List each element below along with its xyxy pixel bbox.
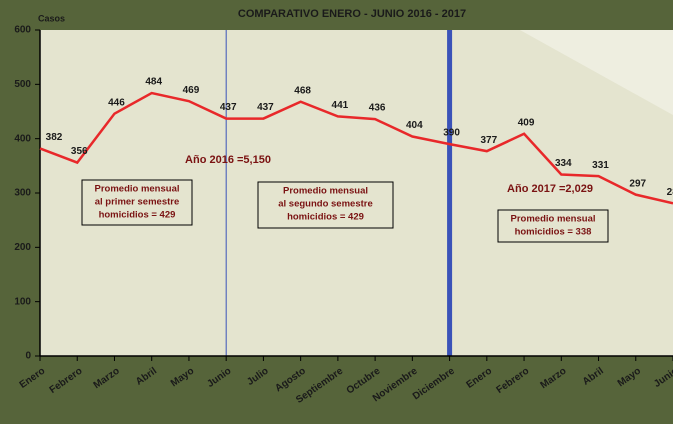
y-axis-label: Casos [38,13,65,23]
annotation: Año 2017 =2,029 [507,183,593,195]
annotation-box [257,181,394,229]
data-label: 436 [369,103,386,114]
data-label: 281 [667,187,673,198]
data-label: 356 [71,146,88,157]
data-label: 382 [46,132,63,143]
annotation-text: homicidios = 429 [99,210,176,221]
data-line [39,91,673,205]
annotation-box [497,209,609,243]
data-label: 334 [555,158,572,169]
data-label: 404 [406,120,423,131]
data-label: 437 [257,102,274,113]
y-tick-label: 100 [14,296,31,307]
annotation-text: Promedio mensual [95,184,180,195]
chart-title: COMPARATIVO ENERO - JUNIO 2016 - 2017 [238,8,466,20]
data-label: 437 [220,102,237,113]
y-tick-label: 600 [14,25,31,36]
annotation-text: Promedio mensual [283,186,368,197]
annotation: Año 2016 =5,150 [185,154,271,166]
data-label: 409 [518,117,535,128]
y-tick-label: 300 [14,188,31,199]
annotation-text: al segundo semestre [278,199,373,210]
data-label: 446 [108,97,125,108]
annotation-text: homicidios = 338 [515,227,592,238]
annotation-text: Promedio mensual [511,214,596,225]
data-label: 297 [629,178,646,189]
data-label: 331 [592,160,609,171]
y-tick-label: 200 [14,242,31,253]
data-label: 469 [183,85,200,96]
data-label: 484 [145,77,162,88]
y-tick-label: 500 [14,79,31,90]
data-label: 377 [480,135,497,146]
data-label: 390 [443,128,460,139]
annotation-box [81,179,193,226]
y-tick-label: 0 [25,351,31,362]
y-tick-label: 400 [14,133,31,144]
data-label: 441 [332,100,349,111]
annotation-text: al primer semestre [95,197,180,208]
plot-highlight [520,30,673,115]
annotation-text: homicidios = 429 [287,212,364,223]
data-label: 468 [294,85,311,96]
